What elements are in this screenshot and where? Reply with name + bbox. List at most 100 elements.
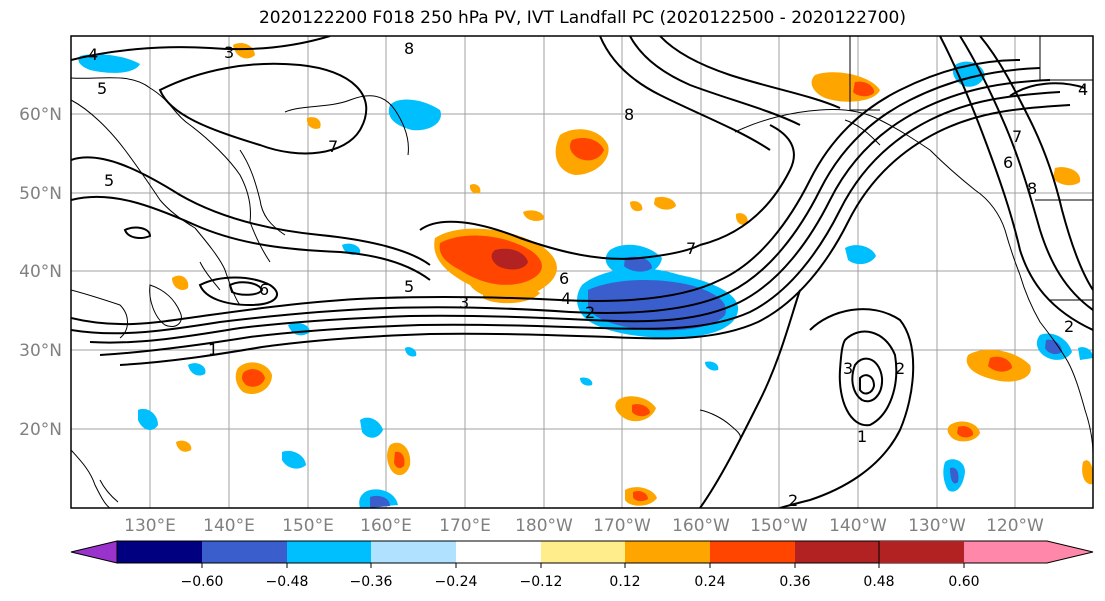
- contour-line: [71, 156, 431, 266]
- contour-label: 6: [1003, 153, 1013, 172]
- lon-label: 130°E: [124, 516, 176, 536]
- positive-anomaly: [988, 356, 1012, 372]
- positive-anomaly: [394, 451, 405, 469]
- contour-line: [158, 62, 368, 155]
- contour-line: [71, 195, 431, 281]
- contour-line: [89, 79, 1051, 344]
- contour-label: 5: [104, 171, 114, 190]
- contour-line: [71, 67, 1041, 335]
- lon-label: 140°E: [203, 516, 255, 536]
- contour-label: 2: [585, 303, 595, 322]
- negative-anomaly: [1045, 339, 1062, 355]
- positive-anomaly: [735, 213, 748, 225]
- positive-anomaly: [306, 117, 321, 129]
- gridlines: [71, 36, 1093, 508]
- positive-anomaly: [439, 235, 542, 285]
- lat-label: 40°N: [19, 262, 62, 282]
- negative-anomaly: [950, 467, 959, 484]
- positive-anomaly: [853, 81, 875, 97]
- contour-label: 3: [224, 43, 234, 62]
- contour-line: [198, 276, 278, 307]
- negative-anomaly: [78, 54, 140, 73]
- map-title: 2020122200 F018 250 hPa PV, IVT Landfall…: [258, 8, 906, 28]
- colorbar: −0.60 −0.48 −0.36 −0.24 −0.12 0.12 0.24 …: [70, 540, 1094, 590]
- colorbar-extend-min: [70, 540, 118, 564]
- colorbar-tick-label: 0.36: [779, 574, 810, 590]
- contour-label: 2: [788, 491, 798, 510]
- longitude-labels: 130°E 140°E 150°E 160°E 170°E 180°W 170°…: [124, 516, 1044, 536]
- colorbar-segment: [202, 541, 287, 563]
- contour-label: 8: [404, 39, 414, 58]
- contour-label: 8: [624, 105, 634, 124]
- contour-line: [71, 36, 331, 61]
- negative-anomaly: [580, 377, 593, 386]
- negative-anomaly: [1078, 347, 1093, 360]
- positive-anomaly: [233, 43, 255, 59]
- positive-anomaly: [654, 196, 676, 210]
- lon-label: 160°E: [360, 516, 412, 536]
- contour-label: 6: [559, 269, 569, 288]
- lon-label: 120°W: [986, 516, 1044, 536]
- contour-label: 5: [404, 277, 414, 296]
- contour-label: 8: [1027, 179, 1037, 198]
- lon-label: 170°E: [439, 516, 491, 536]
- contour-line: [1009, 82, 1086, 97]
- negative-anomaly: [370, 495, 390, 508]
- contour-line: [779, 308, 915, 508]
- contour-label: 4: [1078, 80, 1088, 99]
- colorbar-tick-label: 0.48: [863, 574, 894, 590]
- contour-line: [979, 36, 1093, 291]
- contour-label: 4: [561, 289, 571, 308]
- latitude-labels: 60°N 50°N 40°N 30°N 20°N: [19, 105, 62, 440]
- positive-anomaly: [241, 369, 265, 387]
- negative-anomaly: [138, 408, 158, 431]
- negative-anomaly: [845, 245, 876, 265]
- negative-anomaly: [188, 363, 206, 376]
- positive-anomaly: [491, 248, 528, 270]
- lon-label: 180°W: [515, 516, 573, 536]
- contour-line: [851, 357, 884, 403]
- positive-anomaly: [469, 184, 481, 194]
- contour-line: [939, 36, 1093, 331]
- contour-line: [599, 36, 771, 151]
- lon-label: 140°W: [829, 516, 887, 536]
- contour-line: [71, 59, 1021, 326]
- contour-label: 4: [88, 45, 98, 64]
- map-plot-area: 4 3 5 7 5 7 6 5 3 4 6 2 1 8 8 7 6 8 2 1 …: [71, 36, 1093, 510]
- lat-label: 20°N: [19, 420, 62, 440]
- contour-line: [99, 91, 1061, 356]
- positive-anomaly: [570, 138, 604, 161]
- contour-line: [228, 281, 264, 296]
- negative-anomaly: [624, 256, 652, 272]
- positive-anomaly: [523, 210, 545, 221]
- lat-label: 50°N: [19, 184, 62, 204]
- contour-line: [629, 36, 801, 126]
- contour-line: [419, 220, 701, 260]
- contour-line: [859, 374, 876, 395]
- contour-label: 3: [843, 359, 853, 378]
- positive-anomaly: [1053, 167, 1081, 186]
- colorbar-tick-label: −0.36: [350, 574, 393, 590]
- pv-shading: [78, 43, 1093, 508]
- colorbar-segment: [456, 541, 541, 563]
- colorbar-segment: [541, 541, 625, 563]
- contours: [71, 36, 1093, 508]
- contour-line: [659, 36, 841, 109]
- contour-label: 7: [1012, 127, 1022, 146]
- contour-label: 2: [895, 359, 905, 378]
- colorbar-tick-label: −0.12: [520, 574, 563, 590]
- colorbar-tick-label: −0.48: [266, 574, 309, 590]
- lat-label: 60°N: [19, 105, 62, 125]
- contour-label: 1: [208, 340, 218, 359]
- map-frame: [70, 35, 1094, 509]
- contour-label: 6: [259, 280, 269, 299]
- positive-anomaly: [633, 490, 648, 502]
- positive-anomaly: [630, 201, 643, 212]
- colorbar-segment: [795, 541, 879, 563]
- negative-anomaly: [705, 361, 719, 371]
- contour-label: 7: [686, 239, 696, 258]
- negative-anomaly: [360, 417, 383, 438]
- contour-labels: 4 3 5 7 5 7 6 5 3 4 6 2 1 8 8 7 6 8 2 1 …: [88, 39, 1088, 510]
- contour-line: [699, 289, 801, 508]
- positive-anomaly: [176, 440, 192, 452]
